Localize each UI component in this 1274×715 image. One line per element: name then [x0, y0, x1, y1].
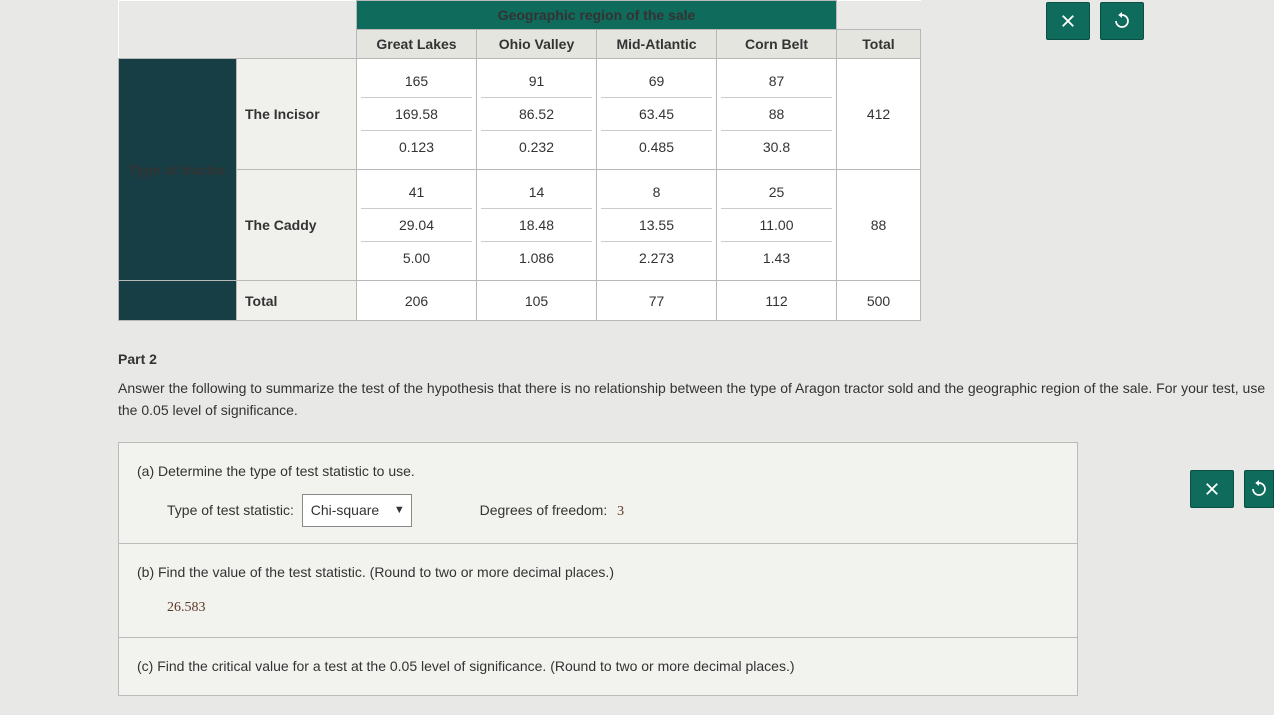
col-total: 77	[597, 281, 717, 321]
cell: 165 169.58 0.123	[357, 59, 477, 170]
stat-label: Type of test statistic:	[167, 502, 294, 518]
side-button-group	[1190, 470, 1274, 508]
blank	[837, 1, 921, 30]
chevron-down-icon: ▼	[394, 501, 405, 521]
dof-value: 3	[617, 504, 624, 519]
cell: 25 11.00 1.43	[717, 170, 837, 281]
prompt-a: (a) Determine the type of test statistic…	[137, 459, 1059, 484]
blank-corner	[119, 1, 357, 30]
reset-icon	[1250, 480, 1268, 498]
question-a: (a) Determine the type of test statistic…	[119, 443, 1077, 544]
close-button[interactable]	[1046, 2, 1090, 40]
col-total: 206	[357, 281, 477, 321]
totals-label: Total	[237, 281, 357, 321]
row-total: 412	[837, 59, 921, 170]
cell: 8 13.55 2.273	[597, 170, 717, 281]
reset-button-2[interactable]	[1244, 470, 1274, 508]
part-title: Part 2	[118, 351, 1274, 367]
row-label: The Incisor	[237, 59, 357, 170]
x-icon	[1203, 480, 1221, 498]
cell: 14 18.48 1.086	[477, 170, 597, 281]
col-header: Great Lakes	[357, 30, 477, 59]
prompt-b: (b) Find the value of the test statistic…	[137, 560, 1059, 585]
answer-b: 26.583	[137, 595, 1059, 620]
table-top-header: Geographic region of the sale	[357, 1, 837, 30]
col-total: 105	[477, 281, 597, 321]
dof-label: Degrees of freedom:	[480, 502, 608, 518]
col-header: Total	[837, 30, 921, 59]
col-total: 112	[717, 281, 837, 321]
col-header: Ohio Valley	[477, 30, 597, 59]
x-icon	[1059, 12, 1077, 30]
reset-button[interactable]	[1100, 2, 1144, 40]
reset-icon	[1113, 12, 1131, 30]
cell: 69 63.45 0.485	[597, 59, 717, 170]
test-statistic-select[interactable]: Chi-square ▼	[302, 494, 412, 527]
row-total: 88	[837, 170, 921, 281]
question-c: (c) Find the critical value for a test a…	[119, 638, 1077, 695]
contingency-table: Geographic region of the sale Great Lake…	[118, 0, 921, 321]
top-button-group	[1046, 2, 1144, 40]
col-header: Corn Belt	[717, 30, 837, 59]
close-button-2[interactable]	[1190, 470, 1234, 508]
question-box: (a) Determine the type of test statistic…	[118, 442, 1078, 696]
instructions: Answer the following to summarize the te…	[118, 377, 1274, 422]
prompt-c: (c) Find the critical value for a test a…	[137, 654, 1059, 679]
side-header: Type of tractor	[119, 59, 237, 281]
cell: 41 29.04 5.00	[357, 170, 477, 281]
row-label: The Caddy	[237, 170, 357, 281]
col-header: Mid-Atlantic	[597, 30, 717, 59]
cell: 91 86.52 0.232	[477, 59, 597, 170]
cell: 87 88 30.8	[717, 59, 837, 170]
question-b: (b) Find the value of the test statistic…	[119, 544, 1077, 637]
grand-total: 500	[837, 281, 921, 321]
